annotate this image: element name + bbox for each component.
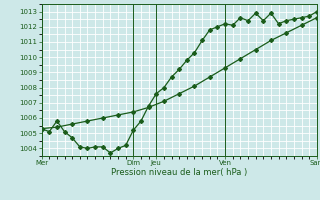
X-axis label: Pression niveau de la mer( hPa ): Pression niveau de la mer( hPa ) [111,168,247,177]
